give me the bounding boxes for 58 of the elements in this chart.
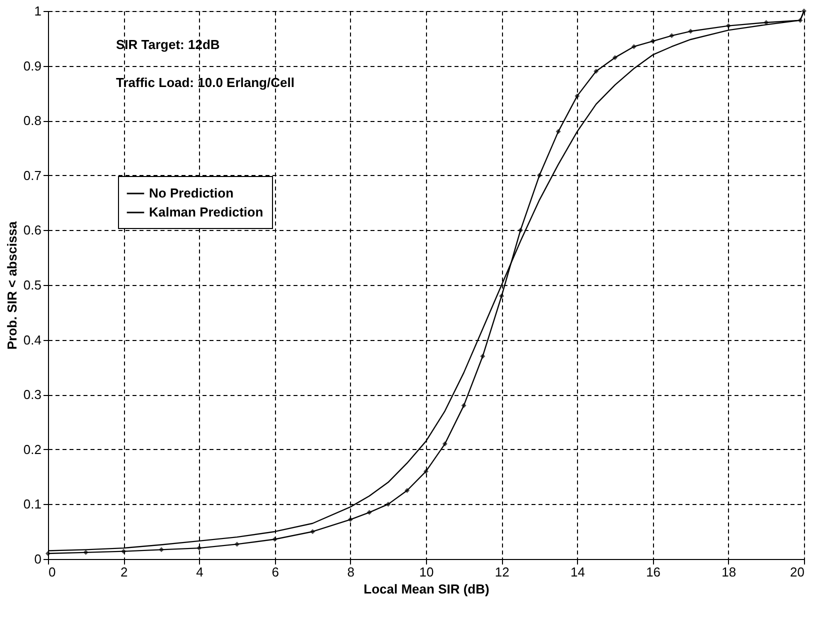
y-tick-label: 0.4 [23, 332, 42, 348]
y-axis-title: Prob. SIR < abscissa [4, 220, 20, 350]
x-tick-label: 12 [494, 564, 510, 580]
legend-label: Kalman Prediction [149, 204, 264, 220]
point [158, 547, 164, 552]
legend-label: No Prediction [149, 186, 234, 200]
x-tick-label: 2 [120, 564, 128, 580]
y-tick-label: 1 [34, 4, 42, 18]
point [480, 354, 486, 359]
point [310, 529, 316, 534]
x-tick-label: 20 [790, 564, 804, 580]
point [798, 18, 803, 23]
y-tick-label: 0.2 [23, 442, 42, 457]
x-tick-label: 4 [196, 564, 204, 580]
point [404, 488, 410, 493]
point [499, 293, 504, 298]
x-tick-label: 8 [347, 564, 355, 580]
x-tick-label: 14 [570, 564, 585, 580]
point [650, 38, 656, 44]
y-tick-label: 0.8 [23, 113, 42, 128]
point [688, 28, 694, 34]
point [386, 502, 391, 507]
y-tick-label: 0.6 [23, 222, 42, 238]
y-tick-label: 0 [34, 552, 42, 566]
x-tick-label: 18 [722, 564, 736, 580]
annotation: SIR Target: 12dB [116, 37, 220, 52]
x-axis-title: Local Mean SIR (dB) [364, 582, 490, 596]
x-tick-label: 0 [48, 564, 56, 580]
y-tick-label: 0.9 [23, 58, 42, 74]
y-tick-label: 0.3 [23, 387, 42, 402]
point [366, 510, 372, 515]
point [536, 172, 542, 178]
point [594, 68, 599, 74]
y-tick-label: 0.1 [23, 496, 42, 512]
x-tick-label: 6 [272, 564, 279, 580]
point [556, 129, 561, 134]
point [461, 403, 466, 408]
x-tick-label: 16 [646, 564, 661, 580]
point [272, 536, 278, 542]
point [802, 8, 806, 14]
annotation: Traffic Load: 10.0 Erlang/Cell [116, 75, 294, 90]
point [518, 228, 523, 233]
point [726, 23, 731, 28]
point [669, 33, 674, 38]
point [424, 468, 428, 474]
point [121, 548, 126, 554]
point [46, 551, 50, 556]
point [196, 546, 202, 551]
point [83, 550, 88, 555]
point [631, 44, 636, 50]
point [442, 441, 448, 446]
point [574, 93, 580, 98]
y-tick-label: 0.7 [23, 168, 42, 183]
point [612, 55, 618, 60]
point [348, 517, 353, 522]
point [234, 542, 240, 547]
y-tick-label: 0.5 [23, 278, 42, 292]
x-tick-label: 10 [419, 564, 434, 580]
